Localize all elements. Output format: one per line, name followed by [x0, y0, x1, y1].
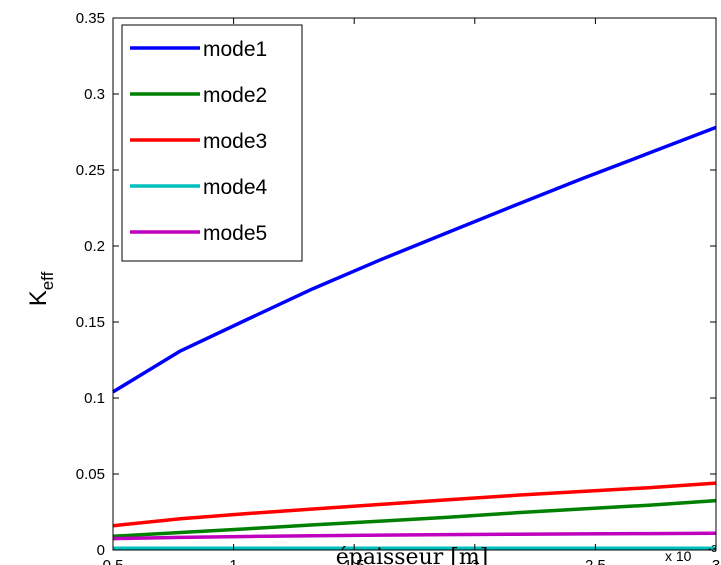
x-tick-label: 1 — [229, 557, 237, 565]
y-tick-label: 0.15 — [76, 314, 105, 331]
plot-frame — [112, 17, 717, 551]
y-tick-label: 0 — [97, 542, 105, 559]
y-tick-label: 0.1 — [84, 390, 105, 407]
y-axis-label: Keff — [25, 271, 57, 306]
x-multiplier-base: x 10 — [665, 548, 692, 564]
y-tick-label: 0.05 — [76, 466, 105, 483]
legend-label: mode4 — [203, 176, 268, 199]
x-tick-label: 3 — [712, 557, 720, 565]
legend-label: mode1 — [203, 38, 267, 61]
y-tick-label: 0.25 — [76, 162, 105, 179]
legend-label: mode3 — [203, 130, 267, 153]
legend-entry-mode3: mode3 — [130, 130, 267, 153]
legend-label: mode2 — [203, 84, 267, 107]
legend-label: mode5 — [203, 222, 267, 245]
legend-entry-mode5: mode5 — [130, 222, 267, 245]
y-axis-label-main: K — [25, 290, 52, 306]
svg-text:Keff: Keff — [25, 271, 57, 306]
series-line-mode1 — [112, 125, 717, 394]
y-tick-label: 0.35 — [76, 10, 105, 27]
series-layer — [112, 125, 717, 550]
x-tick-label: 1.5 — [344, 557, 365, 565]
series-line-mode2 — [112, 498, 717, 539]
x-multiplier-exponent: -3 — [708, 544, 717, 555]
legend-entry-mode1: mode1 — [130, 38, 267, 61]
legend-entry-mode2: mode2 — [130, 84, 267, 107]
x-axis-multiplier: x 10 -3 — [665, 544, 717, 564]
legend-box — [121, 24, 303, 262]
x-tick-label: 0.5 — [103, 557, 124, 565]
legend: mode1 mode2 mode3 mode4 mode5 — [121, 24, 303, 262]
legend-entry-mode4: mode4 — [130, 176, 268, 199]
series-line-mode5 — [112, 531, 717, 541]
x-tick-label: 2 — [471, 557, 479, 565]
x-axis-label: épaisseur [m] — [336, 545, 489, 565]
x-tick-label: 2.5 — [585, 557, 606, 565]
series-line-mode3 — [112, 481, 717, 528]
y-axis-label-subscript: eff — [38, 271, 57, 290]
y-tick-label: 0.2 — [84, 238, 105, 255]
y-tick-label: 0.3 — [84, 86, 105, 103]
